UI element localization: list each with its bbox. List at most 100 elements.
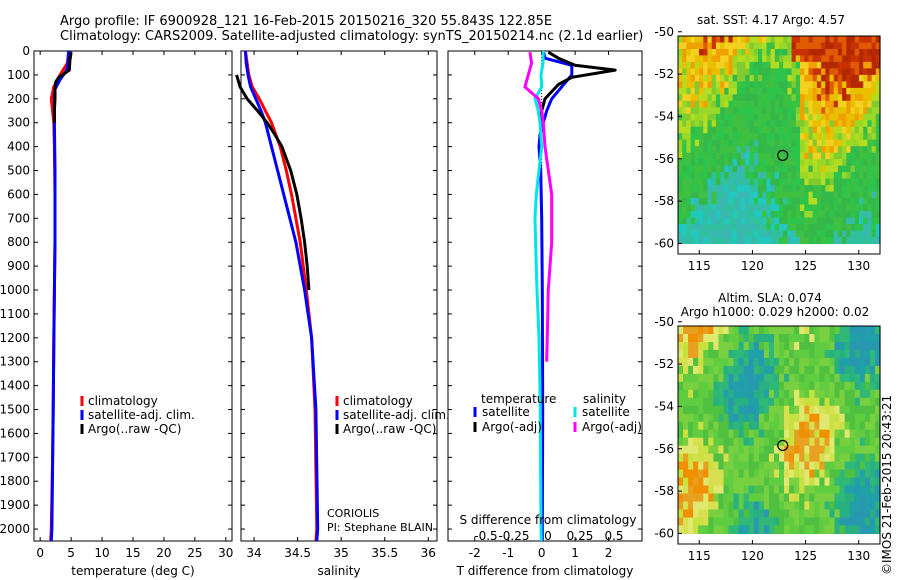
map-cell bbox=[683, 397, 689, 407]
map-cell bbox=[834, 437, 841, 447]
map-cell bbox=[758, 501, 765, 511]
map-cell bbox=[791, 152, 797, 160]
map-cell bbox=[763, 525, 770, 534]
map-cell bbox=[763, 357, 770, 367]
map-cell bbox=[715, 172, 721, 180]
map-cell bbox=[804, 349, 810, 359]
map-cell bbox=[850, 94, 856, 102]
map-cell bbox=[693, 357, 699, 367]
map-cell bbox=[707, 74, 713, 82]
map-cell bbox=[713, 437, 719, 447]
map-cell bbox=[784, 389, 790, 399]
map-cell bbox=[745, 185, 751, 193]
map-cell bbox=[703, 74, 709, 82]
map-cell bbox=[794, 429, 800, 439]
map-cell bbox=[837, 68, 843, 76]
map-cell bbox=[834, 517, 841, 527]
map-cell bbox=[859, 485, 866, 495]
map-cell bbox=[753, 493, 760, 503]
map-cell bbox=[699, 224, 704, 232]
map-cell bbox=[738, 373, 745, 383]
map-cell bbox=[703, 421, 709, 431]
map-cell bbox=[758, 211, 763, 219]
map-cell bbox=[758, 365, 765, 375]
map-cell bbox=[753, 126, 759, 134]
map-cell bbox=[690, 49, 696, 57]
map-cell bbox=[800, 87, 805, 95]
map-cell bbox=[678, 55, 683, 63]
map-cell bbox=[713, 413, 719, 423]
map-cell bbox=[707, 113, 713, 121]
map-cell bbox=[745, 55, 751, 63]
temperature-xtick-label: 5 bbox=[67, 546, 75, 560]
map-cell bbox=[713, 445, 719, 455]
map-cell bbox=[844, 357, 851, 367]
map-cell bbox=[699, 146, 704, 154]
map-cell bbox=[758, 326, 765, 335]
map-cell bbox=[846, 74, 852, 82]
map-cell bbox=[693, 405, 699, 415]
map-cell bbox=[824, 517, 831, 527]
map-cell bbox=[863, 61, 868, 69]
map-cell bbox=[789, 525, 795, 534]
map-cell bbox=[816, 211, 822, 219]
map-cell bbox=[844, 453, 851, 463]
map-cell bbox=[758, 55, 763, 63]
map-cell bbox=[741, 68, 746, 76]
map-cell bbox=[867, 211, 873, 219]
map-cell bbox=[690, 61, 696, 69]
map-cell bbox=[686, 68, 692, 76]
map-cell bbox=[779, 185, 784, 193]
map-cell bbox=[849, 381, 856, 391]
map-cell bbox=[800, 68, 805, 76]
map-cell bbox=[741, 185, 746, 193]
map-cell bbox=[859, 357, 866, 367]
map-cell bbox=[715, 81, 721, 89]
map-cell bbox=[821, 94, 826, 102]
map-cell bbox=[871, 159, 877, 167]
map-cell bbox=[819, 397, 825, 407]
map-cell bbox=[766, 211, 772, 219]
map-cell bbox=[758, 107, 763, 115]
map-cell bbox=[766, 159, 772, 167]
map-cell bbox=[863, 94, 868, 102]
map-cell bbox=[804, 159, 810, 167]
map-cell bbox=[808, 191, 814, 199]
map-cell bbox=[728, 509, 735, 519]
map-cell bbox=[738, 461, 745, 471]
map-cell bbox=[763, 397, 770, 407]
difference-series-2-line bbox=[538, 50, 617, 123]
map-cell bbox=[804, 469, 810, 479]
salinity-xtick-label: 34 bbox=[246, 546, 261, 560]
map-cell bbox=[686, 165, 692, 173]
map-cell bbox=[871, 139, 877, 147]
map-cell bbox=[814, 501, 820, 511]
depth-tick-label: 100 bbox=[7, 68, 30, 82]
map-cell bbox=[779, 81, 784, 89]
map-cell bbox=[816, 68, 822, 76]
map-cell bbox=[686, 204, 692, 212]
map-cell bbox=[846, 107, 852, 115]
map-cell bbox=[779, 36, 784, 44]
map-cell bbox=[693, 334, 699, 343]
map-cell bbox=[837, 152, 843, 160]
map-cell bbox=[743, 501, 750, 511]
map-cell bbox=[711, 94, 717, 102]
map-cell bbox=[703, 217, 709, 225]
map-cell bbox=[698, 501, 704, 511]
map-cell bbox=[863, 217, 868, 225]
map-cell bbox=[869, 349, 876, 359]
map-cell bbox=[784, 413, 790, 423]
map-cell bbox=[753, 405, 760, 415]
map-cell bbox=[753, 461, 760, 471]
map-cell bbox=[816, 139, 822, 147]
map-cell bbox=[850, 224, 856, 232]
map-cell bbox=[728, 381, 735, 391]
map-cell bbox=[682, 198, 687, 206]
map-cell bbox=[799, 326, 805, 335]
map-cell bbox=[732, 42, 738, 50]
map-cell bbox=[724, 94, 730, 102]
map-cell bbox=[732, 61, 738, 69]
map-cell bbox=[791, 178, 797, 186]
map-cell bbox=[741, 74, 746, 82]
